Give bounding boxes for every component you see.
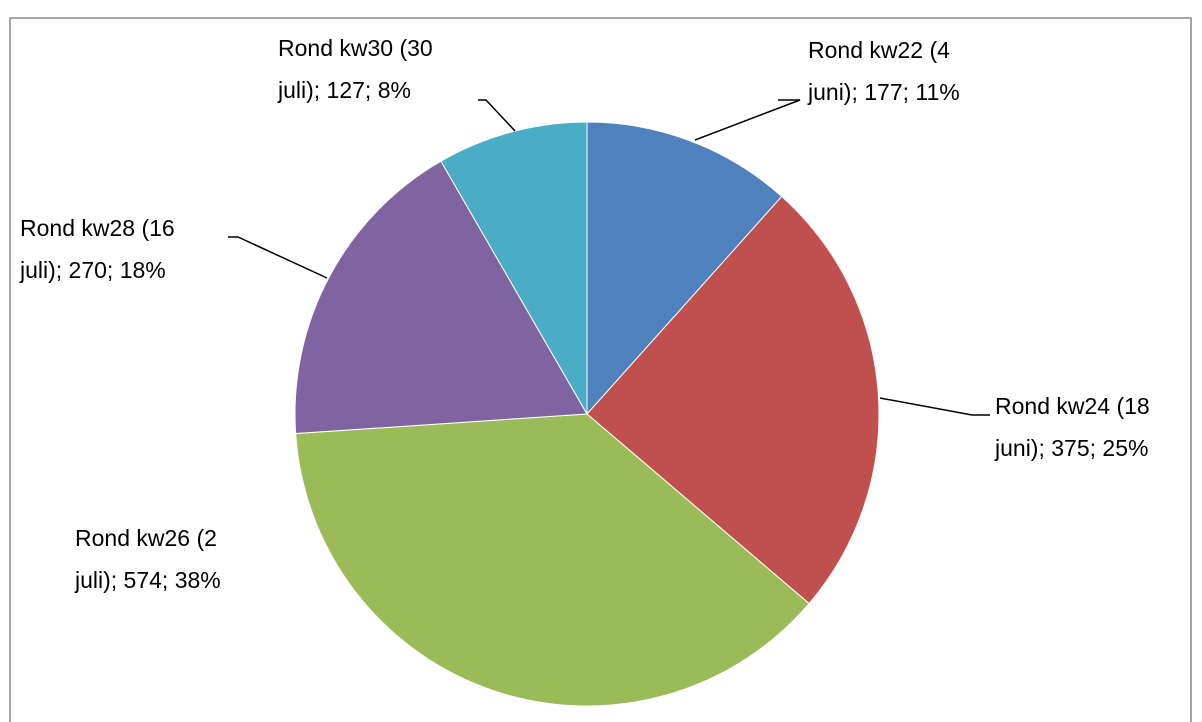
data-label: juli); 574; 38% xyxy=(74,567,221,593)
chart-frame xyxy=(9,17,1192,722)
data-label: juni); 177; 11% xyxy=(807,79,960,105)
data-label: juli); 127; 8% xyxy=(277,77,411,103)
data-label: Rond kw24 (18 xyxy=(995,393,1150,419)
data-label: juli); 270; 18% xyxy=(19,257,166,283)
leader-line xyxy=(228,236,328,279)
data-label: juni); 375; 25% xyxy=(994,435,1148,461)
data-label: Rond kw28 (16 xyxy=(20,215,175,241)
pie-slice xyxy=(294,160,588,435)
data-label: Rond kw26 (2 xyxy=(75,525,217,551)
pie-slice xyxy=(295,413,810,707)
data-label: Rond kw22 (4 xyxy=(808,37,950,63)
pie-slice xyxy=(586,195,880,605)
leader-line xyxy=(478,99,516,132)
pie-slice xyxy=(440,121,588,416)
leader-line xyxy=(694,99,801,141)
pie-slice xyxy=(586,121,783,416)
leader-line xyxy=(879,397,990,416)
data-label: Rond kw30 (30 xyxy=(278,35,433,61)
